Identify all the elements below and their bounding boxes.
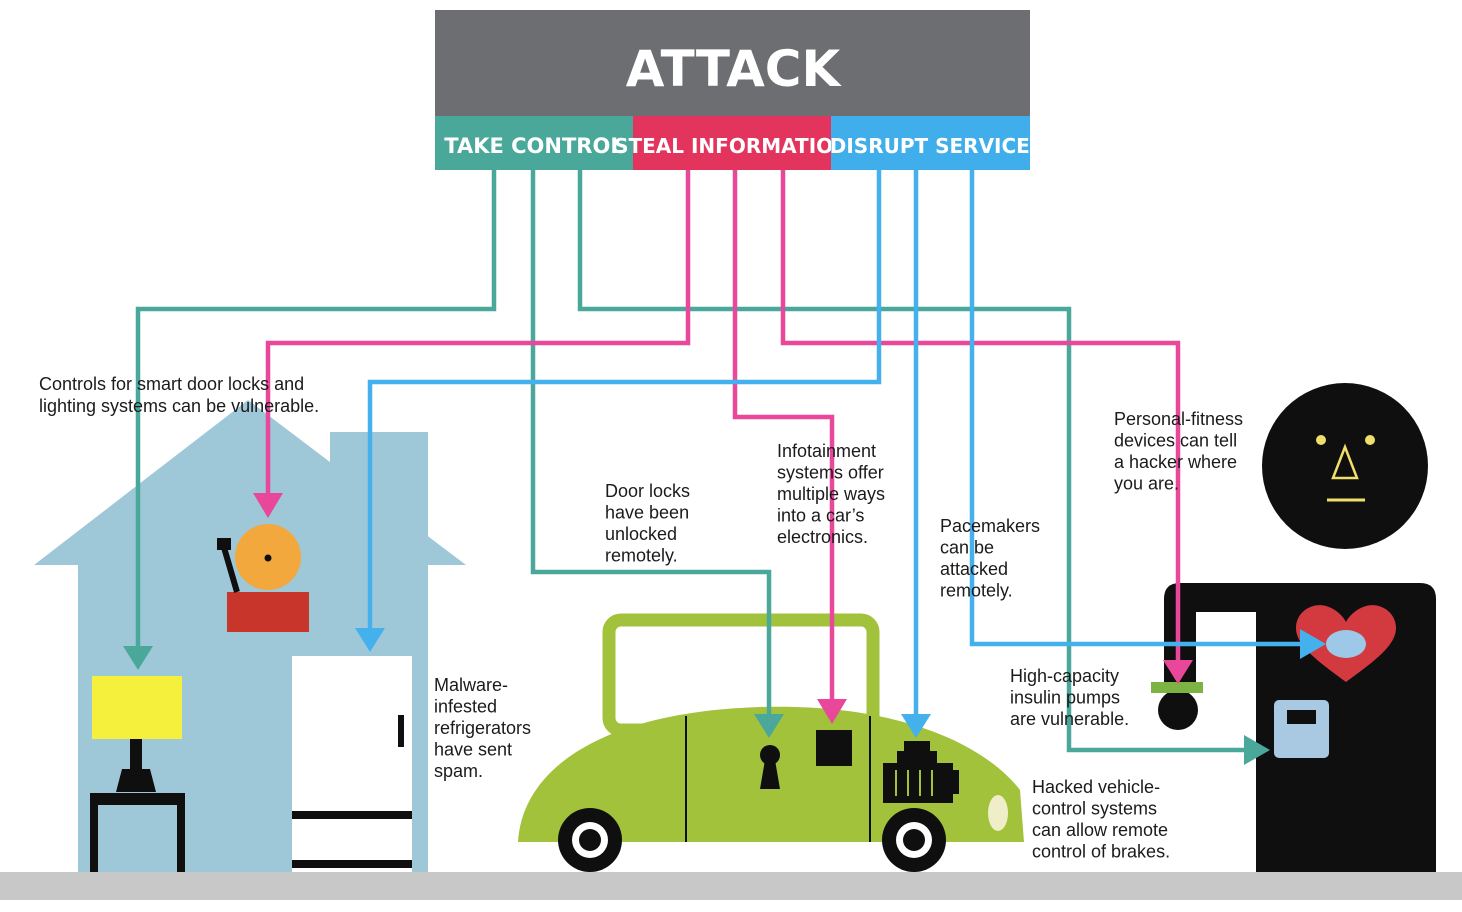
label-fridge: Malware- infested refrigerators have sen… (434, 675, 536, 781)
lock-device-dial-center (264, 554, 272, 562)
attack-title-bar (435, 10, 1030, 118)
refrigerator-stripe-2 (292, 860, 412, 868)
pacemaker-device (1326, 630, 1366, 658)
connector-take-control-insulin (577, 170, 1248, 753)
disrupt-services-tab (831, 116, 1030, 170)
house (34, 400, 466, 872)
person-eye-left (1316, 435, 1326, 445)
connector-steal-fitness (780, 170, 1181, 664)
refrigerator-stripe-1 (292, 811, 412, 819)
lamp-shade (92, 676, 182, 739)
fitness-band (1151, 682, 1203, 693)
steal-information-label: STEAL INFORMATION (614, 134, 850, 158)
connector-lines (123, 170, 1326, 765)
engine-icon (883, 741, 959, 803)
arrowhead-lamp (123, 646, 153, 670)
infotainment-unit (816, 730, 852, 766)
label-insulin: High-capacity insulin pumps are vulnerab… (1010, 666, 1129, 729)
person (1151, 383, 1436, 872)
take-control-tab (435, 116, 633, 170)
car-wheel-front (882, 808, 946, 872)
person-eye-right (1365, 435, 1375, 445)
label-pacemakers: Pacemakers can be attacked remotely. (940, 516, 1045, 601)
keyhole-icon-slot (760, 760, 780, 789)
arrowhead-fitness-band (1163, 660, 1193, 684)
insulin-pump (1274, 700, 1329, 758)
connector-take-control-lighting (135, 170, 497, 650)
arrowhead-lock-device (253, 493, 283, 518)
lock-device-lever-knob (217, 538, 231, 550)
label-door-locks: Door locks have been unlocked remotely. (605, 481, 695, 566)
arrowhead-insulin-pump (1244, 735, 1270, 765)
car-wheel-rear (558, 808, 622, 872)
lock-device-base (227, 592, 309, 632)
person-head (1262, 383, 1428, 549)
arrowhead-pacemaker (1300, 629, 1326, 659)
label-infotainment: Infotainment systems offer multiple ways… (777, 441, 890, 547)
arrowhead-infotainment (817, 699, 847, 724)
connector-steal-home (265, 170, 691, 497)
steal-information-tab (633, 116, 831, 170)
car-headlight (988, 795, 1008, 831)
person-nose (1331, 443, 1359, 480)
annotations: Controls for smart door locks and lighti… (39, 374, 1248, 862)
car (518, 613, 1024, 872)
person-hand (1158, 690, 1198, 730)
connector-disrupt-fridge (367, 170, 882, 632)
refrigerator-handle (398, 715, 404, 747)
ground-strip (0, 872, 1462, 900)
lock-device-lever (220, 543, 240, 593)
attack-header: ATTACK TAKE CONTROL STEAL INFORMATION DI… (435, 10, 1044, 170)
arrowhead-engine (901, 714, 931, 738)
arrowhead-car-keyhole (754, 714, 784, 738)
disrupt-services-label: DISRUPT SERVICES (830, 134, 1044, 158)
lamp-base (116, 769, 156, 792)
label-smart-home: Controls for smart door locks and lighti… (39, 374, 319, 416)
side-table-leg-right (177, 805, 185, 872)
lamp-stem (130, 739, 142, 769)
connector-take-control-door-locks (530, 170, 772, 718)
attack-title: ATTACK (626, 40, 843, 98)
take-control-label: TAKE CONTROL (444, 134, 623, 158)
arrowhead-fridge (355, 628, 385, 652)
side-table-leg-left (90, 805, 98, 872)
refrigerator (292, 656, 412, 872)
side-table-top (90, 793, 185, 805)
label-vehicle-control: Hacked vehicle- control systems can allo… (1032, 777, 1173, 862)
insulin-pump-screen (1287, 710, 1316, 724)
label-fitness: Personal-fitness devices can tell a hack… (1114, 409, 1248, 494)
connector-disrupt-pacemaker (969, 170, 1304, 647)
connector-steal-infotainment (732, 170, 835, 703)
